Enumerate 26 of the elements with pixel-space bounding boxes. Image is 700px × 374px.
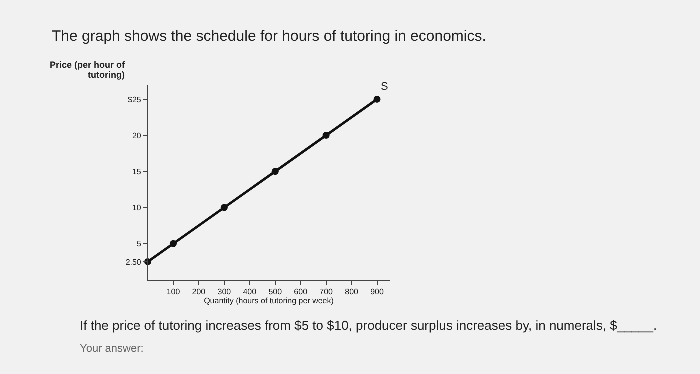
x-tick-label: 700 bbox=[320, 288, 334, 297]
x-tick-label: 200 bbox=[192, 288, 206, 297]
x-tick-label: 300 bbox=[218, 288, 232, 297]
x-tick-label: 600 bbox=[294, 288, 308, 297]
y-tick-label: $25 bbox=[128, 95, 142, 104]
x-tick-label: 500 bbox=[268, 288, 283, 297]
y-axis-title: Price (per hour of tutoring) bbox=[50, 60, 126, 80]
x-tick-label: 400 bbox=[243, 288, 258, 297]
series-label: S bbox=[381, 81, 388, 93]
y-tick-label: 10 bbox=[132, 204, 142, 213]
y-tick-label: 2.50 bbox=[126, 258, 142, 267]
point bbox=[374, 96, 381, 103]
point bbox=[170, 240, 177, 248]
point bbox=[272, 168, 279, 176]
x-tick-label: 900 bbox=[370, 288, 384, 297]
y-tick-label: 5 bbox=[136, 240, 142, 249]
text: Your answer: bbox=[80, 343, 144, 355]
x-tick-label: 800 bbox=[345, 288, 360, 297]
y-tick-label: 15 bbox=[132, 167, 142, 176]
x-tick-label: 100 bbox=[166, 288, 181, 297]
chart-title: The graph shows the schedule for hours of tutoring in economics. bbox=[52, 28, 486, 45]
y-tick-label: 20 bbox=[132, 131, 142, 140]
x-axis-title: Quantity (hours of tutoring per week) bbox=[204, 296, 334, 306]
text: If the price of tutoring increases from $5 to $10, producer surplus increases by, in numerals, $_____. bbox=[80, 318, 658, 333]
point bbox=[220, 204, 228, 212]
point bbox=[322, 132, 330, 140]
